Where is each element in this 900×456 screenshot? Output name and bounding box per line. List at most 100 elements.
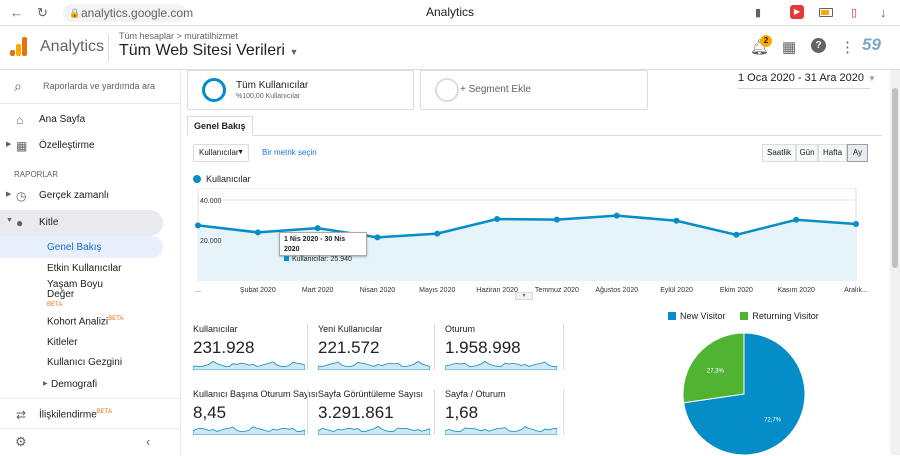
data-point (434, 230, 441, 237)
sidebar-search[interactable]: ⌕ Raporlarda ve yardımda ara (0, 70, 181, 104)
divider (307, 324, 308, 370)
gear-icon[interactable]: ⚙ (15, 434, 27, 449)
sidebar-subitem-text: Kohort Analizi (47, 316, 109, 328)
sidebar-subitem-active-users[interactable]: Etkin Kullanıcılar (0, 258, 181, 278)
metric-select[interactable]: Kullanıcılar ▼ (193, 144, 249, 162)
sidebar-selected-bg (0, 236, 163, 258)
download-icon[interactable]: ↓ (880, 5, 887, 20)
sidebar-item-realtime[interactable]: ▶ ◷ Gerçek zamanlı (0, 184, 181, 208)
data-point (673, 217, 680, 224)
tooltip-swatch (284, 256, 289, 261)
pie-slice-label: 72,7% (764, 418, 782, 424)
sidebar-item-label: Kitle (39, 217, 59, 228)
metric-value: 221.572 (318, 338, 380, 357)
chevron-down-icon: ▼ (289, 47, 299, 57)
sparkline (193, 360, 305, 370)
sidebar-item-label: Gerçek zamanlı (39, 190, 110, 201)
tab-row: Genel Bakış (187, 116, 882, 136)
metric-select-value: Kullanıcılar (199, 148, 239, 157)
data-point (613, 212, 620, 219)
pdf-icon[interactable]: ▯ (851, 7, 858, 19)
users-line-chart[interactable]: ... Şubat 2020 Mart 2020 Nisan 2020 Mayıs 20… (182, 188, 882, 306)
scrollbar-thumb[interactable] (892, 88, 898, 268)
x-tick-label: Ağustos 2020 (595, 287, 638, 294)
breadcrumb[interactable]: Tüm hesaplar > muratilhizmet (119, 31, 238, 41)
apps-grid-icon[interactable]: ▦ (782, 39, 797, 56)
data-point (314, 225, 321, 232)
address-bar[interactable]: 🔒 analytics.google.com (63, 4, 193, 22)
lock-icon: 🔒 (69, 8, 81, 18)
sparkline (445, 360, 557, 370)
day-button[interactable]: Gün (796, 144, 818, 162)
avatar[interactable]: 59 (862, 35, 881, 54)
bookmark-icon[interactable]: ▮ (755, 7, 762, 19)
x-tick-label: Mayıs 2020 (419, 287, 455, 294)
pie-slice (682, 332, 745, 404)
data-point (494, 216, 501, 222)
sidebar-item-home[interactable]: ⌂ Ana Sayfa (0, 108, 181, 132)
back-icon[interactable]: ← (10, 5, 23, 20)
sidebar-subitem-audiences[interactable]: Kitleler (0, 332, 181, 352)
sidebar-item-audience[interactable]: ▼ ● Kitle (0, 211, 181, 235)
chart-resize-handle[interactable]: ▾ (515, 292, 533, 300)
metric-new-users[interactable]: Yeni Kullanıcılar 221.572 (318, 324, 436, 378)
chevron-left-icon[interactable]: ‹ (146, 434, 151, 449)
metric-sessions-per-user[interactable]: Kullanıcı Başına Oturum Sayısı 8,45 (193, 389, 318, 443)
divider (434, 324, 435, 370)
metric-pages-per-session[interactable]: Sayfa / Oturum 1,68 (445, 389, 563, 443)
data-point (853, 221, 859, 227)
hourly-button[interactable]: Saatlik (762, 144, 796, 162)
metric-users[interactable]: Kullanıcılar 231.928 (193, 324, 311, 378)
x-tick-label: Mart 2020 (302, 287, 334, 294)
tab-overview[interactable]: Genel Bakış (187, 116, 253, 136)
sidebar-item-label: Ana Sayfa (39, 114, 86, 125)
help-icon[interactable]: ? (811, 38, 826, 53)
more-vert-icon[interactable]: ⋮ (840, 39, 855, 56)
divider (434, 389, 435, 435)
metric-sessions[interactable]: Oturum 1.958.998 (445, 324, 563, 378)
data-point (254, 229, 261, 236)
sidebar-subitem-lifetime-value[interactable]: Yaşam Boyu Değer BETA (0, 278, 181, 309)
x-tick-label: Aralık... (844, 287, 868, 294)
sidebar-subitem-demographics[interactable]: ▶ Demografi (0, 374, 181, 394)
chart-legend: Kullanıcılar (193, 174, 251, 184)
view-name: Tüm Web Sitesi Verileri (119, 42, 285, 59)
segment-subtitle: %100,00 Kullanıcılar (236, 93, 301, 100)
pie-legend: New Visitor Returning Visitor (668, 311, 819, 321)
add-metric-link[interactable]: Bir metrik seçin (262, 148, 317, 157)
sidebar-item-attribution[interactable]: ⇄ İlişkilendirmeBETA (0, 403, 181, 427)
view-selector[interactable]: Tüm Web Sitesi Verileri ▼ (119, 42, 298, 60)
metric-value: 1,68 (445, 403, 479, 422)
segment-all-users[interactable]: Tüm Kullanıcılar %100,00 Kullanıcılar (187, 70, 414, 110)
date-underline (738, 88, 870, 89)
sidebar-subitem-cohort[interactable]: Kohort AnaliziBETA (0, 312, 181, 332)
data-point (553, 216, 560, 223)
data-point (793, 216, 800, 223)
analytics-logo[interactable] (10, 36, 28, 56)
reload-icon[interactable]: ↻ (37, 5, 48, 20)
metric-label: Sayfa Görüntüleme Sayısı (318, 389, 424, 399)
legend-swatch (668, 312, 676, 320)
sidebar-subitem-user-explorer[interactable]: Kullanıcı Gezgini (0, 352, 181, 372)
x-tick-label: Şubat 2020 (240, 287, 276, 294)
week-button[interactable]: Hafta (818, 144, 847, 162)
visitor-pie-chart[interactable]: 72,7% 27,3% (682, 332, 806, 456)
metric-value: 231.928 (193, 338, 255, 357)
sparkline (318, 360, 430, 370)
add-segment-button[interactable]: + Segment Ekle (420, 70, 648, 110)
date-range-picker[interactable]: 1 Oca 2020 - 31 Ara 2020 ▼ (738, 72, 876, 84)
youtube-icon[interactable]: ▶ (790, 5, 804, 19)
chevron-down-icon: ▼ (237, 149, 244, 156)
dashboard-icon: ▦ (16, 139, 28, 153)
sidebar-item-text: İlişkilendirme (39, 409, 97, 421)
date-range-text: 1 Oca 2020 - 31 Ara 2020 (738, 72, 864, 84)
sidebar-subitem-overview[interactable]: Genel Bakış (0, 236, 181, 258)
metric-pageviews[interactable]: Sayfa Görüntüleme Sayısı 3.291.861 (318, 389, 436, 443)
chevron-down-icon: ▼ (867, 74, 876, 83)
sidebar-item-customization[interactable]: ▶ ▦ Özelleştirme (0, 134, 181, 158)
browser-toolbar: ← ↻ 🔒 analytics.google.com Analytics ▮ ▶… (0, 0, 900, 26)
data-point (195, 222, 201, 229)
search-input[interactable]: Raporlarda ve yardımda ara (43, 81, 156, 91)
battery-icon[interactable] (819, 8, 833, 17)
month-button[interactable]: Ay (847, 144, 868, 162)
